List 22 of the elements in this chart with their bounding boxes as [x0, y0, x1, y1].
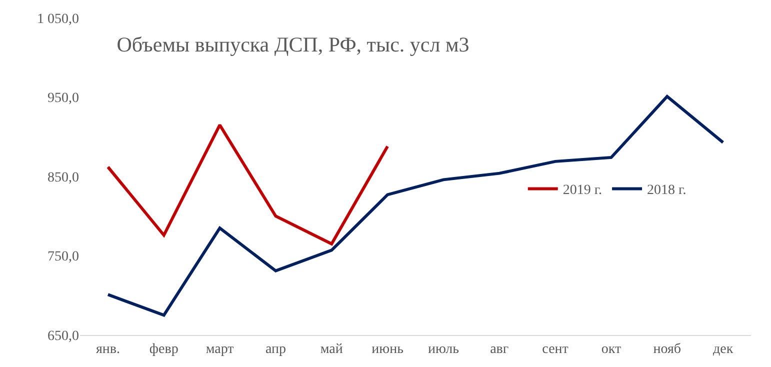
- line-series: [106, 123, 390, 246]
- x-tick-label: апр: [265, 342, 286, 357]
- text: Объемы выпуска ДСП, РФ, тыс. усл м3: [116, 32, 470, 56]
- x-tick-label: март: [206, 342, 234, 357]
- x-tick-label: дек: [712, 342, 734, 357]
- y-tick-label: 950,0: [48, 91, 79, 106]
- x-tick-label: янв.: [96, 342, 120, 357]
- y-tick-label: 850,0: [48, 170, 79, 186]
- y-tick-label: 1 050,0: [37, 12, 79, 27]
- x-tick-label: авг: [490, 342, 509, 357]
- x-tick-label: июнь: [372, 342, 404, 357]
- x-tick-label: окт: [601, 342, 622, 357]
- line-series: [106, 94, 725, 317]
- y-tick-label: 750,0: [48, 250, 79, 265]
- x-tick-label: май: [320, 342, 344, 357]
- legend-label: 2018 г.: [647, 183, 686, 198]
- x-tick-label: июль: [428, 342, 459, 357]
- x-tick-label: сент: [542, 342, 568, 357]
- x-tick-label: февр: [149, 342, 178, 357]
- y-tick-label: 650,0: [48, 328, 79, 344]
- x-tick-label: нояб: [653, 342, 682, 357]
- legend-label: 2019 г.: [562, 183, 602, 198]
